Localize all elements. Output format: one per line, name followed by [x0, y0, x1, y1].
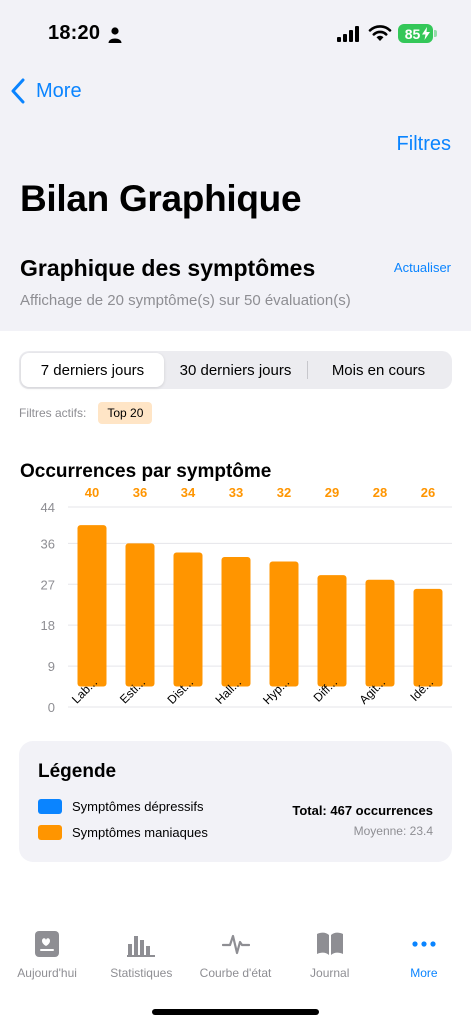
chart-title: Occurrences par symptôme [20, 461, 272, 482]
tab-label: Statistiques [110, 966, 173, 980]
tab-label: Journal [310, 966, 350, 980]
more-dots-icon [412, 941, 436, 947]
bar-value-label: 33 [229, 485, 243, 500]
battery-level: 85 [404, 25, 421, 42]
y-tick-label: 44 [41, 500, 55, 515]
y-tick-label: 36 [41, 536, 55, 551]
tab-journal[interactable]: Journal [283, 920, 377, 990]
bar [221, 557, 251, 687]
legend-title: Légende [38, 761, 117, 782]
y-tick-label: 9 [48, 659, 55, 674]
bar-value-label: 29 [325, 485, 339, 500]
cellular-signal-icon [337, 26, 359, 42]
bar-value-label: 28 [373, 485, 387, 500]
home-indicator [152, 1009, 319, 1015]
refresh-button[interactable]: Actualiser [393, 260, 451, 275]
waveform-icon [221, 934, 250, 955]
filter-chip[interactable]: Top 20 [98, 402, 153, 424]
wifi-icon [368, 25, 392, 41]
header-background [0, 0, 471, 331]
back-label: More [36, 79, 82, 102]
bar [77, 525, 107, 687]
status-time: 18:20 [48, 22, 101, 44]
bar [413, 588, 443, 687]
average-value: Moyenne: 23.4 [353, 824, 433, 838]
y-tick-label: 27 [41, 577, 55, 592]
tab-statistics[interactable]: Statistiques [94, 920, 188, 990]
legend-card: Légende Symptômes dépressifs Symptômes m… [19, 741, 452, 862]
charging-bolt-icon [422, 27, 430, 40]
bar [269, 561, 299, 687]
legend-swatch-blue [38, 799, 62, 814]
segment-30-days[interactable]: 30 derniers jours [179, 361, 292, 379]
tab-bar: Aujourd'hui Statistiques Courbe d'état J… [0, 920, 471, 990]
active-filters-label: Filtres actifs: [19, 406, 87, 420]
y-tick-label: 0 [48, 700, 55, 715]
bar-value-label: 34 [181, 485, 196, 500]
bar-value-label: 32 [277, 485, 291, 500]
symptom-bar-chart: 443627189040Lab...36Esti...34Dist...33Ha… [41, 485, 452, 715]
section-subtitle: Affichage de 20 symptôme(s) sur 50 évalu… [20, 292, 351, 309]
legend-label-manic: Symptômes maniaques [72, 825, 208, 840]
legend-item-depressive: Symptômes dépressifs [38, 799, 204, 814]
active-filters: Filtres actifs: Top 20 [19, 402, 153, 424]
person-icon [108, 27, 122, 43]
bar [317, 575, 347, 687]
segment-7-days[interactable]: 7 derniers jours [21, 353, 164, 387]
legend-item-manic: Symptômes maniaques [38, 825, 208, 840]
bar [365, 579, 395, 687]
period-segmented-control: 7 derniers jours 30 derniers jours Mois … [19, 351, 452, 389]
filters-button[interactable]: Filtres [396, 133, 451, 155]
tab-mood-curve[interactable]: Courbe d'état [188, 920, 282, 990]
battery-indicator: 85 [398, 24, 433, 43]
bar-value-label: 36 [133, 485, 147, 500]
tab-label: More [410, 966, 438, 980]
bar [173, 552, 203, 687]
book-icon [316, 932, 343, 955]
segment-current-month[interactable]: Mois en cours [307, 353, 450, 387]
tab-more[interactable]: More [377, 920, 471, 990]
battery-nub [434, 30, 437, 37]
section-title: Graphique des symptômes [20, 255, 316, 281]
total-occurrences: Total: 467 occurrences [292, 803, 433, 818]
y-tick-label: 18 [41, 618, 55, 633]
legend-swatch-orange [38, 825, 62, 840]
legend-label-depressive: Symptômes dépressifs [72, 799, 204, 814]
chevron-left-icon [11, 78, 25, 104]
bar-value-label: 40 [85, 485, 99, 500]
tab-today[interactable]: Aujourd'hui [0, 920, 94, 990]
today-card-icon [35, 931, 60, 957]
tab-label: Courbe d'état [199, 966, 272, 980]
bar-value-label: 26 [421, 485, 435, 500]
back-button[interactable]: More [10, 78, 82, 104]
bar-chart-icon [127, 936, 156, 957]
bar [125, 543, 155, 687]
page-title: Bilan Graphique [20, 178, 302, 219]
tab-label: Aujourd'hui [17, 966, 77, 980]
